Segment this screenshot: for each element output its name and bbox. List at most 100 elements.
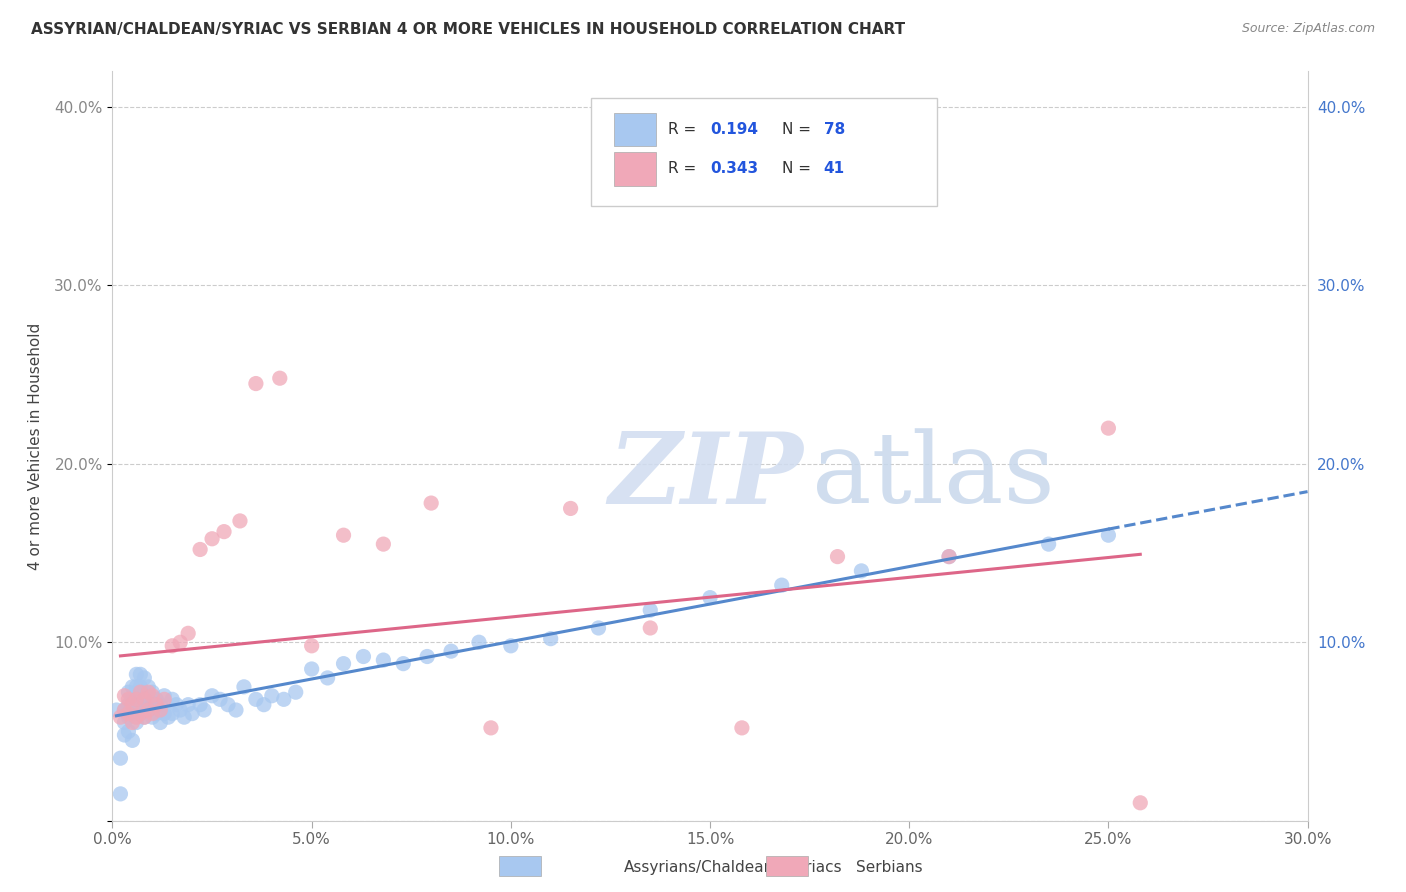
Point <box>560 501 582 516</box>
Point <box>138 703 160 717</box>
Point <box>117 710 139 724</box>
Point <box>121 680 143 694</box>
Point <box>177 698 200 712</box>
Point <box>129 706 152 721</box>
Point <box>114 715 135 730</box>
Point <box>640 603 662 617</box>
Point <box>114 703 135 717</box>
Point <box>105 703 128 717</box>
Text: ZIP: ZIP <box>609 428 803 524</box>
Point <box>229 514 252 528</box>
Point <box>138 680 160 694</box>
Point <box>699 591 721 605</box>
Point <box>145 692 167 706</box>
Point <box>117 685 139 699</box>
Point <box>440 644 463 658</box>
Point <box>588 621 610 635</box>
Point <box>125 692 148 706</box>
Point <box>173 710 195 724</box>
Point <box>1129 796 1152 810</box>
Point <box>125 692 148 706</box>
Point <box>225 703 247 717</box>
Point <box>141 689 163 703</box>
Point <box>129 680 152 694</box>
Point <box>301 662 323 676</box>
Point <box>129 706 152 721</box>
Point <box>301 639 323 653</box>
Point <box>121 733 143 747</box>
Point <box>332 657 354 671</box>
Text: ASSYRIAN/CHALDEAN/SYRIAC VS SERBIAN 4 OR MORE VEHICLES IN HOUSEHOLD CORRELATION : ASSYRIAN/CHALDEAN/SYRIAC VS SERBIAN 4 OR… <box>31 22 905 37</box>
Point <box>125 710 148 724</box>
Point <box>468 635 491 649</box>
Point <box>157 710 180 724</box>
Point <box>141 685 163 699</box>
Point <box>640 621 662 635</box>
Point <box>110 787 132 801</box>
Point <box>273 692 295 706</box>
Point <box>201 532 224 546</box>
Point <box>193 703 215 717</box>
Y-axis label: 4 or more Vehicles in Household: 4 or more Vehicles in Household <box>28 322 44 570</box>
Point <box>125 715 148 730</box>
Point <box>129 685 152 699</box>
Point <box>121 692 143 706</box>
Point <box>316 671 339 685</box>
Text: atlas: atlas <box>811 428 1054 524</box>
Point <box>134 671 156 685</box>
Point <box>141 710 163 724</box>
Text: 78: 78 <box>824 121 845 136</box>
Point <box>138 703 160 717</box>
Point <box>938 549 960 564</box>
Point <box>373 537 395 551</box>
Point <box>169 703 191 717</box>
Point <box>129 667 152 681</box>
Point <box>181 706 204 721</box>
Point <box>121 698 143 712</box>
Point <box>353 649 375 664</box>
Point <box>731 721 754 735</box>
Text: 41: 41 <box>824 161 845 177</box>
Point <box>121 715 143 730</box>
Point <box>209 692 232 706</box>
Point <box>145 698 167 712</box>
Point <box>851 564 873 578</box>
Text: Source: ZipAtlas.com: Source: ZipAtlas.com <box>1241 22 1375 36</box>
Point <box>1097 528 1119 542</box>
Point <box>114 689 135 703</box>
Point <box>169 635 191 649</box>
Point <box>117 698 139 712</box>
Text: R =: R = <box>668 121 702 136</box>
Point <box>117 692 139 706</box>
Point <box>245 376 267 391</box>
Point <box>416 649 439 664</box>
Point <box>217 698 239 712</box>
Text: 0.194: 0.194 <box>710 121 758 136</box>
Point <box>540 632 562 646</box>
Point <box>110 751 132 765</box>
Point <box>153 692 176 706</box>
FancyBboxPatch shape <box>614 112 657 146</box>
Point <box>201 689 224 703</box>
Point <box>188 542 211 557</box>
Point <box>110 710 132 724</box>
Point <box>177 626 200 640</box>
Point <box>827 549 849 564</box>
Point <box>162 692 183 706</box>
Point <box>134 692 156 706</box>
Point <box>188 698 211 712</box>
Point <box>212 524 235 539</box>
Point <box>129 692 152 706</box>
Point <box>138 692 160 706</box>
Point <box>125 706 148 721</box>
Point <box>165 698 187 712</box>
Point <box>134 698 156 712</box>
Point <box>420 496 443 510</box>
FancyBboxPatch shape <box>591 97 938 206</box>
Text: Assyrians/Chaldeans/Syriacs: Assyrians/Chaldeans/Syriacs <box>624 860 842 874</box>
Point <box>134 710 156 724</box>
Text: 0.343: 0.343 <box>710 161 758 177</box>
Point <box>149 715 172 730</box>
Point <box>125 680 148 694</box>
Point <box>284 685 307 699</box>
